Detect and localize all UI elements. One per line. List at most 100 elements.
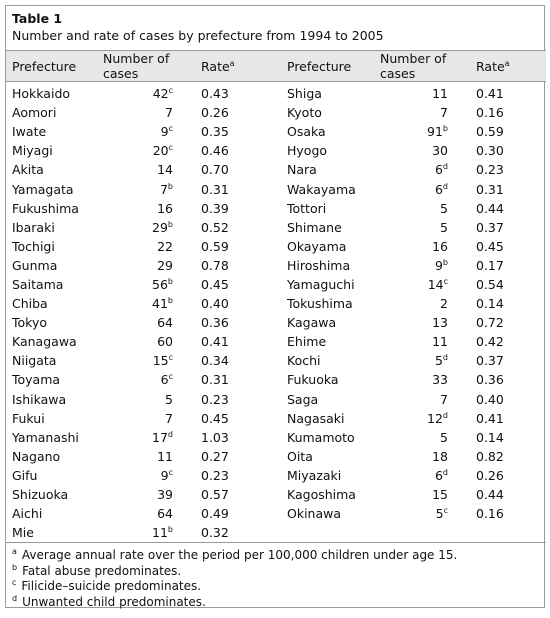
footnote-text: Unwanted child predominates.	[22, 594, 206, 609]
table-title-block: Table 1 Number and rate of cases by pref…	[6, 6, 544, 44]
rate-cell-left: 0.45	[201, 410, 229, 426]
prefecture-cell-right: Miyazaki	[287, 467, 342, 483]
prefecture-cell-right: Okayama	[287, 238, 347, 254]
prefecture-cell-right: Kagawa	[287, 315, 337, 331]
footnote-marker: c	[168, 353, 173, 363]
header-rate-text: Rate	[201, 58, 230, 74]
prefecture-cell-left: Shizuoka	[12, 487, 69, 503]
prefecture-cell-right: Hyogo	[287, 143, 328, 159]
footnote-marker: b	[167, 181, 173, 191]
cases-value: 14	[427, 276, 444, 292]
footnote: a Average annual rate over the period per…	[12, 548, 538, 564]
header-cases-right: Number of cases	[374, 50, 470, 82]
cases-value: 12	[427, 410, 443, 426]
cases-cell-left: 17d	[97, 428, 195, 447]
rate-cell-right: 0.82	[476, 448, 504, 464]
footnote-marker: d	[442, 181, 448, 191]
prefecture-cell-right	[281, 523, 374, 544]
prefecture-cell-right: Tokushima	[287, 296, 353, 312]
cases-cell-left: 7	[97, 103, 195, 122]
table-row: Gifu 9c 0.23 Miyazaki 6d 0.26	[6, 466, 546, 485]
prefecture-cell-left: Tokyo	[12, 315, 47, 331]
cases-cell-left: 56b	[97, 275, 195, 294]
table-row: Fukushima 16 0.39 Tottori 5 0.44	[6, 199, 546, 218]
cases-value: 13	[432, 315, 448, 331]
rate-cell-left: 1.03	[201, 429, 229, 445]
prefecture-cell-right: Yamaguchi	[287, 276, 355, 292]
table-row: Iwate 9c 0.35 Osaka 91b 0.59	[6, 122, 546, 141]
cases-value: 9	[160, 124, 169, 140]
rate-cell-left: 0.52	[201, 219, 229, 235]
rate-cell-right: 0.41	[476, 86, 504, 102]
prefecture-cell-left: Fukushima	[12, 200, 79, 216]
rate-cell-left: 0.78	[201, 257, 229, 273]
cases-cell-right: 6d	[374, 179, 470, 198]
cases-cell-left: 14	[97, 160, 195, 179]
footnote-marker: a	[504, 58, 510, 68]
cases-cell-left: 16	[97, 199, 195, 218]
footnote-marker: d	[12, 593, 18, 603]
table-row: Niigata 15c 0.34 Kochi 5d 0.37	[6, 351, 546, 370]
footnote-marker: d	[442, 410, 448, 420]
rate-cell-left: 0.27	[201, 448, 229, 464]
cases-cell-left: 64	[97, 313, 195, 332]
cases-cell-right: 2	[374, 294, 470, 313]
prefecture-cell-left: Ishikawa	[12, 391, 67, 407]
footnote-marker: b	[167, 295, 173, 305]
rate-cell-left: 0.70	[201, 162, 229, 178]
cases-value: 42	[152, 86, 169, 102]
rate-cell-right: 0.44	[476, 487, 504, 503]
footnote-marker: c	[168, 467, 173, 477]
header-prefecture-left: Prefecture	[6, 50, 97, 82]
rate-cell-right: 0.45	[476, 238, 504, 254]
cases-cell-left: 20c	[97, 141, 195, 160]
cases-value: 5	[440, 200, 448, 216]
rate-cell-right: 0.72	[476, 315, 504, 331]
table-row: Mie 11b 0.32	[6, 523, 546, 544]
rate-cell-right: 0.44	[476, 200, 504, 216]
cases-cell-right: 5	[374, 428, 470, 447]
cases-value: 14	[157, 162, 173, 178]
cases-value: 11	[152, 525, 168, 541]
rate-cell-left: 0.59	[201, 238, 229, 254]
table-body: Hokkaido 42c 0.43 Shiga 11 0.41 Aomori 7 0.26 Kyo…	[6, 82, 546, 544]
rate-cell-left: 0.23	[201, 391, 229, 407]
cases-value: 11	[432, 334, 448, 350]
prefecture-cell-right: Saga	[287, 391, 319, 407]
cases-cell-left: 9c	[97, 466, 195, 485]
rate-cell-right: 0.37	[476, 219, 504, 235]
cases-cell-right: 11	[374, 332, 470, 351]
footnote-text: Average annual rate over the period per …	[21, 548, 458, 563]
prefecture-cell-right: Wakayama	[287, 181, 356, 197]
footnotes: a Average annual rate over the period per…	[6, 543, 544, 610]
cases-value: 16	[432, 238, 448, 254]
rate-cell-left: 0.39	[201, 200, 229, 216]
cases-value: 6	[160, 372, 169, 388]
table-row: Gunma 29 0.78 Hiroshima 9b 0.17	[6, 256, 546, 275]
prefecture-cell-left: Hokkaido	[12, 86, 71, 102]
cases-cell-left: 7b	[97, 179, 195, 198]
footnote-marker: d	[442, 162, 448, 172]
table-row: Aomori 7 0.26 Kyoto 7 0.16	[6, 103, 546, 122]
cases-cell-left: 9c	[97, 122, 195, 141]
table-row: Yamanashi 17d 1.03 Kumamoto 5 0.14	[6, 428, 546, 447]
cases-cell-left: 6c	[97, 370, 195, 389]
cases-cell-left: 5	[97, 390, 195, 409]
cases-value: 5	[435, 506, 444, 522]
prefecture-cell-left: Fukui	[12, 410, 45, 426]
cases-cell-right: 91b	[374, 122, 470, 141]
footnote-marker: b	[442, 124, 448, 134]
prefecture-cell-right: Shiga	[287, 86, 322, 102]
prefecture-cell-left: Miyagi	[12, 143, 53, 159]
rate-cell-left: 0.31	[201, 372, 229, 388]
prefecture-cell-right: Ehime	[287, 334, 327, 350]
header-rate-right: Ratea	[470, 50, 546, 82]
rate-cell-left: 0.49	[201, 506, 229, 522]
rate-cell-right: 0.31	[476, 181, 504, 197]
cases-value: 91	[427, 124, 443, 140]
footnote-marker: d	[442, 353, 448, 363]
cases-value: 22	[157, 238, 173, 254]
prefecture-cell-left: Yamanashi	[12, 429, 79, 445]
footnote-marker: b	[167, 219, 173, 229]
cases-cell-left: 7	[97, 409, 195, 428]
